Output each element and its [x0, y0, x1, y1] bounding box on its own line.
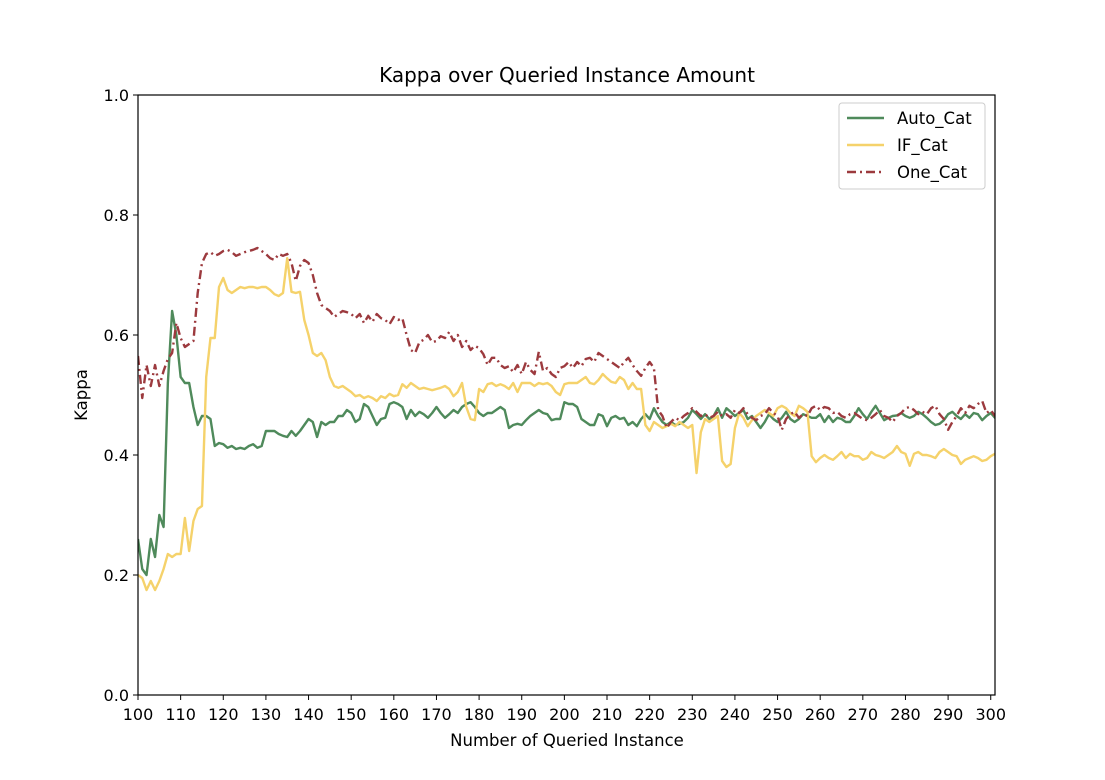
y-tick-label: 0.4 [104, 446, 129, 465]
legend-label: Auto_Cat [897, 109, 972, 129]
y-tick-label: 1.0 [104, 86, 129, 105]
legend-label: One_Cat [897, 163, 967, 183]
series-line-auto-cat [138, 309, 995, 577]
x-axis-label: Number of Queried Instance [450, 731, 684, 750]
x-tick-label: 230 [677, 705, 708, 724]
legend-box [838, 102, 986, 190]
y-tick-label: 0.2 [104, 566, 129, 585]
x-tick-label: 260 [805, 705, 836, 724]
y-axis: 0.0 0.2 0.4 0.6 0.8 1.0 [104, 86, 138, 705]
x-tick-label: 190 [506, 705, 537, 724]
x-tick-label: 140 [293, 705, 324, 724]
chart-title: Kappa over Queried Instance Amount [379, 63, 755, 87]
x-tick-label: 180 [464, 705, 495, 724]
x-tick-label: 240 [720, 705, 751, 724]
x-tick-label: 150 [336, 705, 367, 724]
x-tick-label: 160 [379, 705, 410, 724]
x-tick-label: 120 [208, 705, 239, 724]
x-tick-label: 250 [762, 705, 793, 724]
legend: Auto_Cat IF_Cat One_Cat [838, 102, 986, 190]
series-line-if-cat [138, 257, 995, 592]
x-tick-label: 100 [123, 705, 154, 724]
x-tick-label: 210 [592, 705, 623, 724]
x-tick-label: 290 [933, 705, 964, 724]
x-tick-label: 270 [848, 705, 879, 724]
x-tick-label: 200 [549, 705, 580, 724]
x-tick-label: 130 [251, 705, 282, 724]
y-tick-label: 0.6 [104, 326, 129, 345]
x-tick-label: 300 [975, 705, 1006, 724]
x-tick-label: 280 [890, 705, 921, 724]
x-tick-label: 170 [421, 705, 452, 724]
y-tick-label: 0.0 [104, 686, 129, 705]
x-tick-label: 110 [165, 705, 196, 724]
axes-frame [137, 94, 996, 696]
y-axis-label: Kappa [72, 369, 91, 421]
y-tick-label: 0.8 [104, 206, 129, 225]
legend-label: IF_Cat [897, 136, 948, 156]
x-tick-label: 220 [634, 705, 665, 724]
series-line-one-cat [138, 246, 995, 431]
plot-area [138, 246, 995, 592]
x-axis: 100 110 120 130 140 150 160 170 180 190 200 210 220 2… [123, 695, 1006, 724]
